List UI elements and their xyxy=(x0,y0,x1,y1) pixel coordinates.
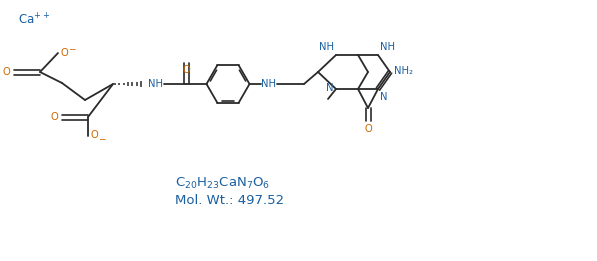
Text: −: − xyxy=(98,134,106,144)
Text: NH: NH xyxy=(380,42,395,52)
Text: O: O xyxy=(90,130,98,140)
Text: N: N xyxy=(325,83,333,93)
Text: C$_{20}$H$_{23}$CaN$_7$O$_6$: C$_{20}$H$_{23}$CaN$_7$O$_6$ xyxy=(175,175,270,191)
Text: NH: NH xyxy=(319,42,334,52)
Text: O: O xyxy=(182,65,190,75)
Text: NH₂: NH₂ xyxy=(394,66,413,76)
Text: NH: NH xyxy=(260,79,275,89)
Text: −: − xyxy=(68,44,75,54)
Text: Mol. Wt.: 497.52: Mol. Wt.: 497.52 xyxy=(175,193,284,206)
Text: O: O xyxy=(50,112,58,122)
Text: NH: NH xyxy=(148,79,163,89)
Text: Ca$^{++}$: Ca$^{++}$ xyxy=(18,12,50,27)
Text: O: O xyxy=(2,67,10,77)
Text: N: N xyxy=(380,92,387,102)
Text: O: O xyxy=(364,124,372,134)
Text: O: O xyxy=(60,48,67,58)
